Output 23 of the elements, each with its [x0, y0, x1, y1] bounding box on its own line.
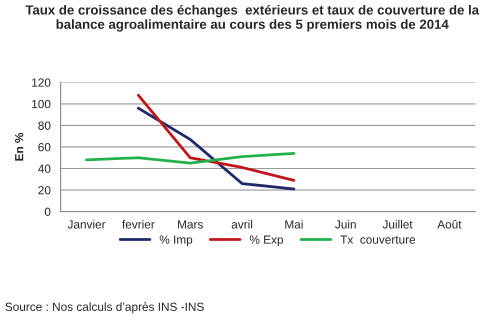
line-series	[85, 152, 296, 165]
x-tick-label: fevrier	[122, 220, 155, 229]
legend-label: % Imp	[160, 235, 192, 246]
source-note: Source : Nos calculs d’après INS -INS	[5, 302, 204, 314]
y-tick-label: 20	[38, 186, 50, 194]
y-tick-label: 100	[32, 100, 50, 108]
x-tick-label: Juillet	[382, 220, 413, 229]
x-tick-label: avril	[232, 220, 252, 229]
y-tick-label: 0	[44, 208, 50, 216]
x-tick-label: Janvier	[68, 220, 106, 229]
y-axis-title: En %	[14, 132, 24, 161]
legend-label: % Exp	[250, 235, 284, 246]
y-tick-label: 40	[38, 164, 50, 173]
line-series	[136, 94, 296, 182]
y-tick-label: 60	[38, 143, 50, 152]
y-tick-label: 120	[32, 78, 50, 87]
y-tick-label: 80	[38, 121, 50, 130]
x-tick-label: Juin	[335, 220, 356, 229]
legend-label: Tx couverture	[340, 236, 416, 244]
chart-title: Taux de croissance des échanges extérieurs et taux de couverture de la balance agroalimentaire au cours des 5 premiers mois de 2014	[26, 4, 480, 32]
x-tick-label: Août	[437, 220, 462, 229]
x-tick-label: Mars	[178, 220, 203, 229]
x-tick-label: Mai	[285, 220, 303, 229]
